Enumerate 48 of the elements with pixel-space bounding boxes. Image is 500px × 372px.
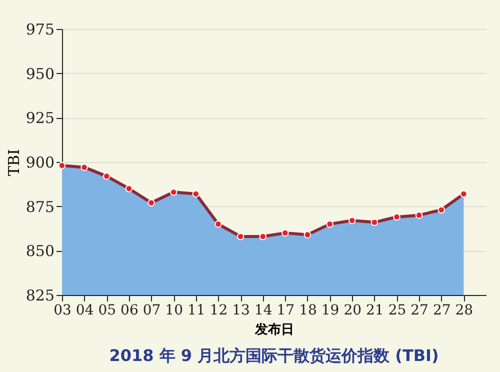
point: [438, 206, 446, 214]
point: [393, 213, 400, 221]
x-tick-label: 28: [455, 302, 474, 318]
x-tick-label: 12: [210, 302, 228, 318]
y-tick-label: 975: [26, 20, 54, 38]
x-tick-label: 20: [344, 302, 362, 318]
x-tick-label: 13: [232, 302, 250, 318]
y-tick-label: 825: [26, 286, 54, 304]
x-tick-label: 06: [120, 302, 138, 318]
x-tick-label: 10: [165, 302, 183, 318]
x-tick-label: 07: [142, 302, 161, 318]
y-tick-label: 850: [26, 242, 54, 260]
point: [236, 232, 244, 240]
point: [170, 188, 178, 196]
x-tick-label: 27: [410, 302, 428, 318]
x-tick-label: 17: [276, 302, 295, 318]
x-tick-label: 19: [321, 302, 340, 318]
x-tick-label: 25: [388, 302, 406, 318]
x-tick-label: 21: [366, 302, 384, 318]
point: [370, 218, 378, 226]
x-tick-label: 11: [187, 302, 206, 318]
point: [125, 184, 133, 192]
point: [304, 231, 312, 238]
y-tick-label: 950: [26, 64, 54, 83]
x-tick-label: 03: [54, 302, 72, 318]
y-tick-label: 900: [26, 154, 54, 172]
point: [214, 220, 222, 228]
point: [58, 162, 66, 170]
x-tick-label: 27: [432, 302, 451, 318]
point: [259, 232, 267, 240]
point: [348, 216, 356, 224]
point: [326, 220, 334, 228]
x-tick-label: 14: [254, 302, 272, 318]
y-axis-title: TBI: [4, 148, 23, 176]
point: [80, 164, 88, 171]
y-tick-label: 875: [26, 198, 54, 216]
point: [460, 190, 468, 198]
point: [148, 199, 155, 206]
x-tick-label: 18: [299, 302, 317, 318]
y-tick-label: 925: [26, 109, 54, 128]
point: [102, 172, 110, 180]
text: 2018 年 9 月北方国际干散货运价指数 (TBI): [109, 346, 439, 365]
x-tick-label: 05: [98, 302, 116, 318]
point: [415, 212, 423, 219]
x-tick-label: 04: [76, 302, 94, 318]
point: [281, 229, 289, 237]
x-axis-title: 发布日: [254, 322, 294, 338]
point: [192, 190, 200, 198]
